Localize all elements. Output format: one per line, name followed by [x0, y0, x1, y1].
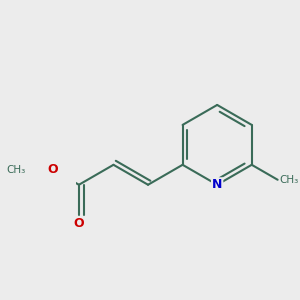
- Text: CH₃: CH₃: [7, 165, 26, 175]
- Text: O: O: [74, 217, 84, 230]
- Text: CH₃: CH₃: [279, 175, 298, 185]
- Text: O: O: [48, 163, 58, 176]
- Text: N: N: [212, 178, 222, 191]
